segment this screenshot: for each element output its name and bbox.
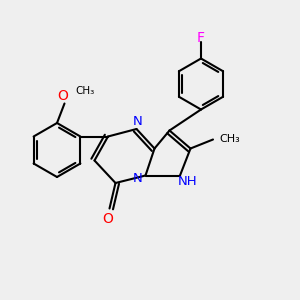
Text: O: O (58, 89, 68, 103)
Text: N: N (133, 172, 143, 185)
Text: NH: NH (178, 175, 197, 188)
Text: CH₃: CH₃ (220, 134, 240, 145)
Text: O: O (103, 212, 113, 226)
Text: F: F (197, 31, 205, 44)
Text: CH₃: CH₃ (75, 86, 94, 97)
Text: N: N (133, 115, 143, 128)
